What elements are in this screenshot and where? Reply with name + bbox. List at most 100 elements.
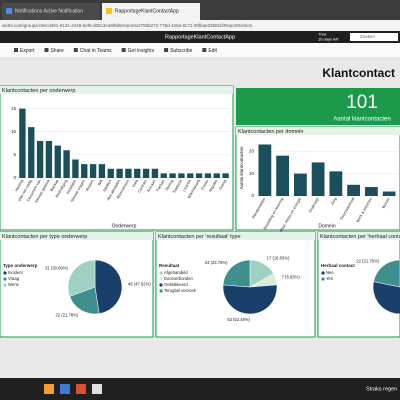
x-axis-label: Domein <box>318 223 335 229</box>
chart-title: Klantcontacten per 'resultaat' type <box>158 234 241 240</box>
legend-swatch <box>3 283 7 287</box>
pie-slice <box>67 259 96 297</box>
x-tick-label: Data <box>132 178 140 188</box>
tab-icon <box>106 8 112 14</box>
bar <box>81 164 88 178</box>
y-tick-label: 0 <box>251 193 254 198</box>
data-label: 24 (23.76%) <box>205 260 228 265</box>
x-tick-label: Routen <box>85 179 95 192</box>
bar <box>151 168 159 178</box>
bar <box>311 162 325 196</box>
bar <box>116 168 123 178</box>
report-title: Klantcontact <box>322 66 395 80</box>
legend-swatch <box>321 271 325 275</box>
chart-title: Klantcontacten per onderwerp <box>2 88 75 94</box>
legend-swatch <box>159 271 163 275</box>
toolbar-button[interactable]: Share <box>50 48 64 54</box>
chart-title: Klantcontacten per domein <box>238 129 303 135</box>
toolbar-button[interactable]: Edit <box>208 48 217 54</box>
toolbar-button[interactable]: Get insights <box>128 48 155 54</box>
bar <box>169 173 176 178</box>
bar <box>89 164 97 178</box>
y-tick-label: 0 <box>13 175 16 180</box>
bar <box>28 127 35 178</box>
bar <box>98 164 106 178</box>
url: werbi.com/groups/c9ecd481-6131-4448-bef8… <box>2 23 253 28</box>
tab-icon <box>6 8 12 14</box>
bar <box>213 173 220 178</box>
x-tick-label: Migratie <box>208 179 218 193</box>
taskbar-icon[interactable] <box>76 384 86 394</box>
tab[interactable] <box>102 3 200 20</box>
panel-header <box>0 232 153 240</box>
bar <box>125 168 132 178</box>
x-tick-label: Licentie <box>182 179 192 192</box>
taskbar-icon[interactable] <box>92 384 102 394</box>
y-axis-label: Aantal klantcontacten <box>239 146 244 190</box>
y-tick-label: 10 <box>249 171 255 176</box>
data-label: 31 (30.69%) <box>45 265 68 270</box>
bar <box>204 173 212 178</box>
toolbar-icon <box>44 48 49 52</box>
legend-title: Resultaat <box>159 263 180 268</box>
taskbar-icon[interactable] <box>44 384 54 394</box>
search-box[interactable] <box>350 33 398 41</box>
app-title: RapportageKlantContactApp <box>165 34 235 40</box>
bar <box>178 173 185 178</box>
search-placeholder: Zoeken <box>360 34 376 39</box>
x-tick-label: Account <box>146 178 157 193</box>
taskbar-icon[interactable] <box>60 384 70 394</box>
x-tick-label: Storing <box>165 179 174 191</box>
legend-swatch <box>321 277 325 281</box>
taskbar <box>0 378 400 400</box>
pie-slice <box>222 284 278 315</box>
legend-swatch <box>159 277 163 281</box>
x-tick-label: Telefonie <box>172 179 183 194</box>
bar <box>63 150 70 178</box>
tab[interactable] <box>2 3 100 20</box>
legend-label: Afgehandeld <box>164 270 188 275</box>
panel-header <box>156 232 315 240</box>
toolbar-button[interactable]: Chat in Teams <box>80 48 112 54</box>
toolbar-icon <box>121 48 126 52</box>
x-tick-label: Onderwijs <box>308 197 320 214</box>
legend-label: Terugbel verzoek <box>164 288 197 293</box>
legend-label: Doorverbonden <box>164 276 194 281</box>
x-axis-label: Onderwerp <box>112 223 137 229</box>
pie-slice <box>94 259 123 314</box>
toolbar-button[interactable]: Export <box>20 48 35 54</box>
bar <box>364 187 378 196</box>
x-tick-label: Hosting <box>14 179 24 192</box>
toolbar-icon <box>202 48 207 52</box>
kpi-label: Aantal klantcontacten <box>333 117 390 123</box>
legend-label: Geblokkeerd <box>164 282 188 287</box>
bar <box>293 173 307 196</box>
legend-title: Type onderwerp <box>3 263 38 268</box>
legend-label: Vraag <box>8 276 20 281</box>
bar <box>160 173 167 178</box>
toolbar-button[interactable]: Subscribe <box>170 48 192 54</box>
pie-slice <box>372 259 400 315</box>
bar <box>36 141 44 178</box>
x-tick-label: Contract <box>137 178 148 193</box>
tab-label: RapportageKlantContactApp <box>115 8 179 14</box>
bar <box>329 171 343 196</box>
legend-swatch <box>3 271 7 275</box>
legend-swatch <box>159 289 163 293</box>
bar <box>107 168 114 178</box>
x-tick-label: Mailbox <box>102 179 112 192</box>
panel-header <box>236 127 400 135</box>
pie-slice <box>373 259 400 288</box>
bar <box>222 173 229 178</box>
legend-title: Herhaal contact <box>321 263 355 268</box>
bar <box>258 144 272 196</box>
legend-swatch <box>159 283 163 287</box>
data-label: 17 (16.83%) <box>267 256 290 261</box>
bar <box>54 145 61 178</box>
x-tick-label: Zorg <box>330 197 337 206</box>
bar <box>382 191 396 196</box>
address-bar[interactable] <box>0 20 400 31</box>
x-tick-label: Factuur <box>156 178 166 192</box>
bar <box>45 141 53 178</box>
